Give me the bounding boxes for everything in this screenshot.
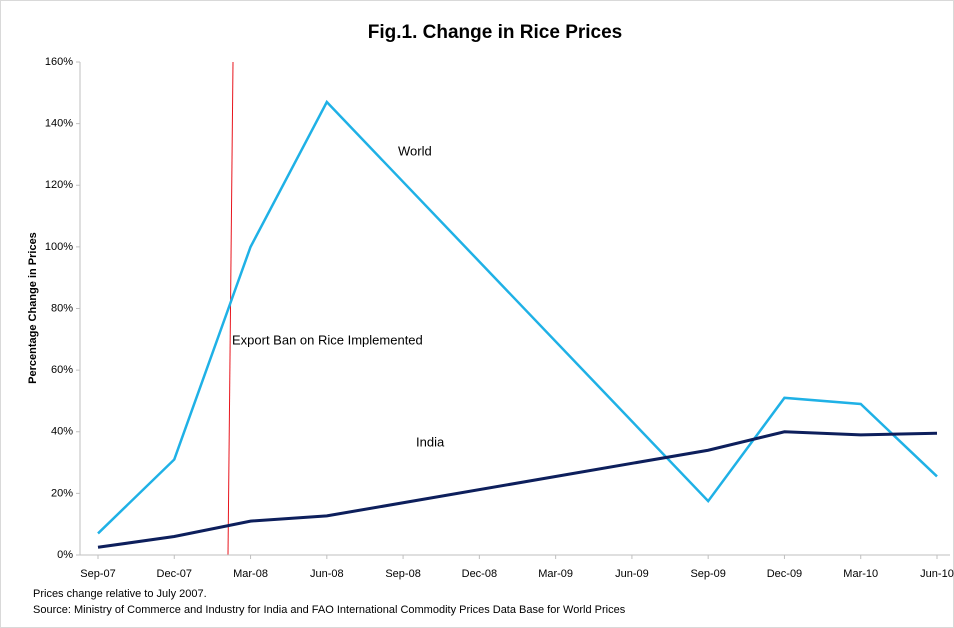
line-series: [97, 430, 938, 549]
y-tick-label: 60%: [51, 364, 73, 376]
line-series: [97, 99, 938, 535]
note: Source: Ministry of Commerce and Industr…: [33, 604, 626, 616]
x-tick-label: Jun-10: [920, 568, 954, 580]
y-axis-label: Percentage Change in Prices: [27, 232, 39, 384]
y-tick-label: 140%: [45, 118, 73, 130]
x-tick-label: Jun-08: [310, 568, 344, 580]
y-tick-label: 0%: [57, 549, 73, 561]
x-tick-label: Mar-10: [843, 568, 878, 580]
note: Prices change relative to July 2007.: [33, 588, 207, 600]
export-ban-line: [227, 61, 234, 556]
y-tick-label: 80%: [51, 302, 73, 314]
y-tick-label: 100%: [45, 241, 73, 253]
y-tick-label: 20%: [51, 487, 73, 499]
x-tick-label: Mar-09: [538, 568, 573, 580]
x-tick-label: Sep-08: [385, 568, 420, 580]
series-label: World: [398, 143, 432, 158]
x-tick-label: Dec-07: [157, 568, 192, 580]
x-tick-label: Sep-07: [80, 568, 115, 580]
x-tick-label: Dec-08: [462, 568, 497, 580]
x-tick-label: Dec-09: [767, 568, 802, 580]
y-tick-label: 160%: [45, 56, 73, 68]
annotation: Export Ban on Rice Implemented: [232, 332, 423, 347]
chart-title: Fig.1. Change in Rice Prices: [368, 22, 622, 43]
y-tick-label: 120%: [45, 179, 73, 191]
x-tick-label: Mar-08: [233, 568, 268, 580]
x-tick-label: Jun-09: [615, 568, 649, 580]
series-label: India: [416, 434, 445, 449]
x-tick-label: Sep-09: [690, 568, 725, 580]
y-tick-label: 40%: [51, 426, 73, 438]
